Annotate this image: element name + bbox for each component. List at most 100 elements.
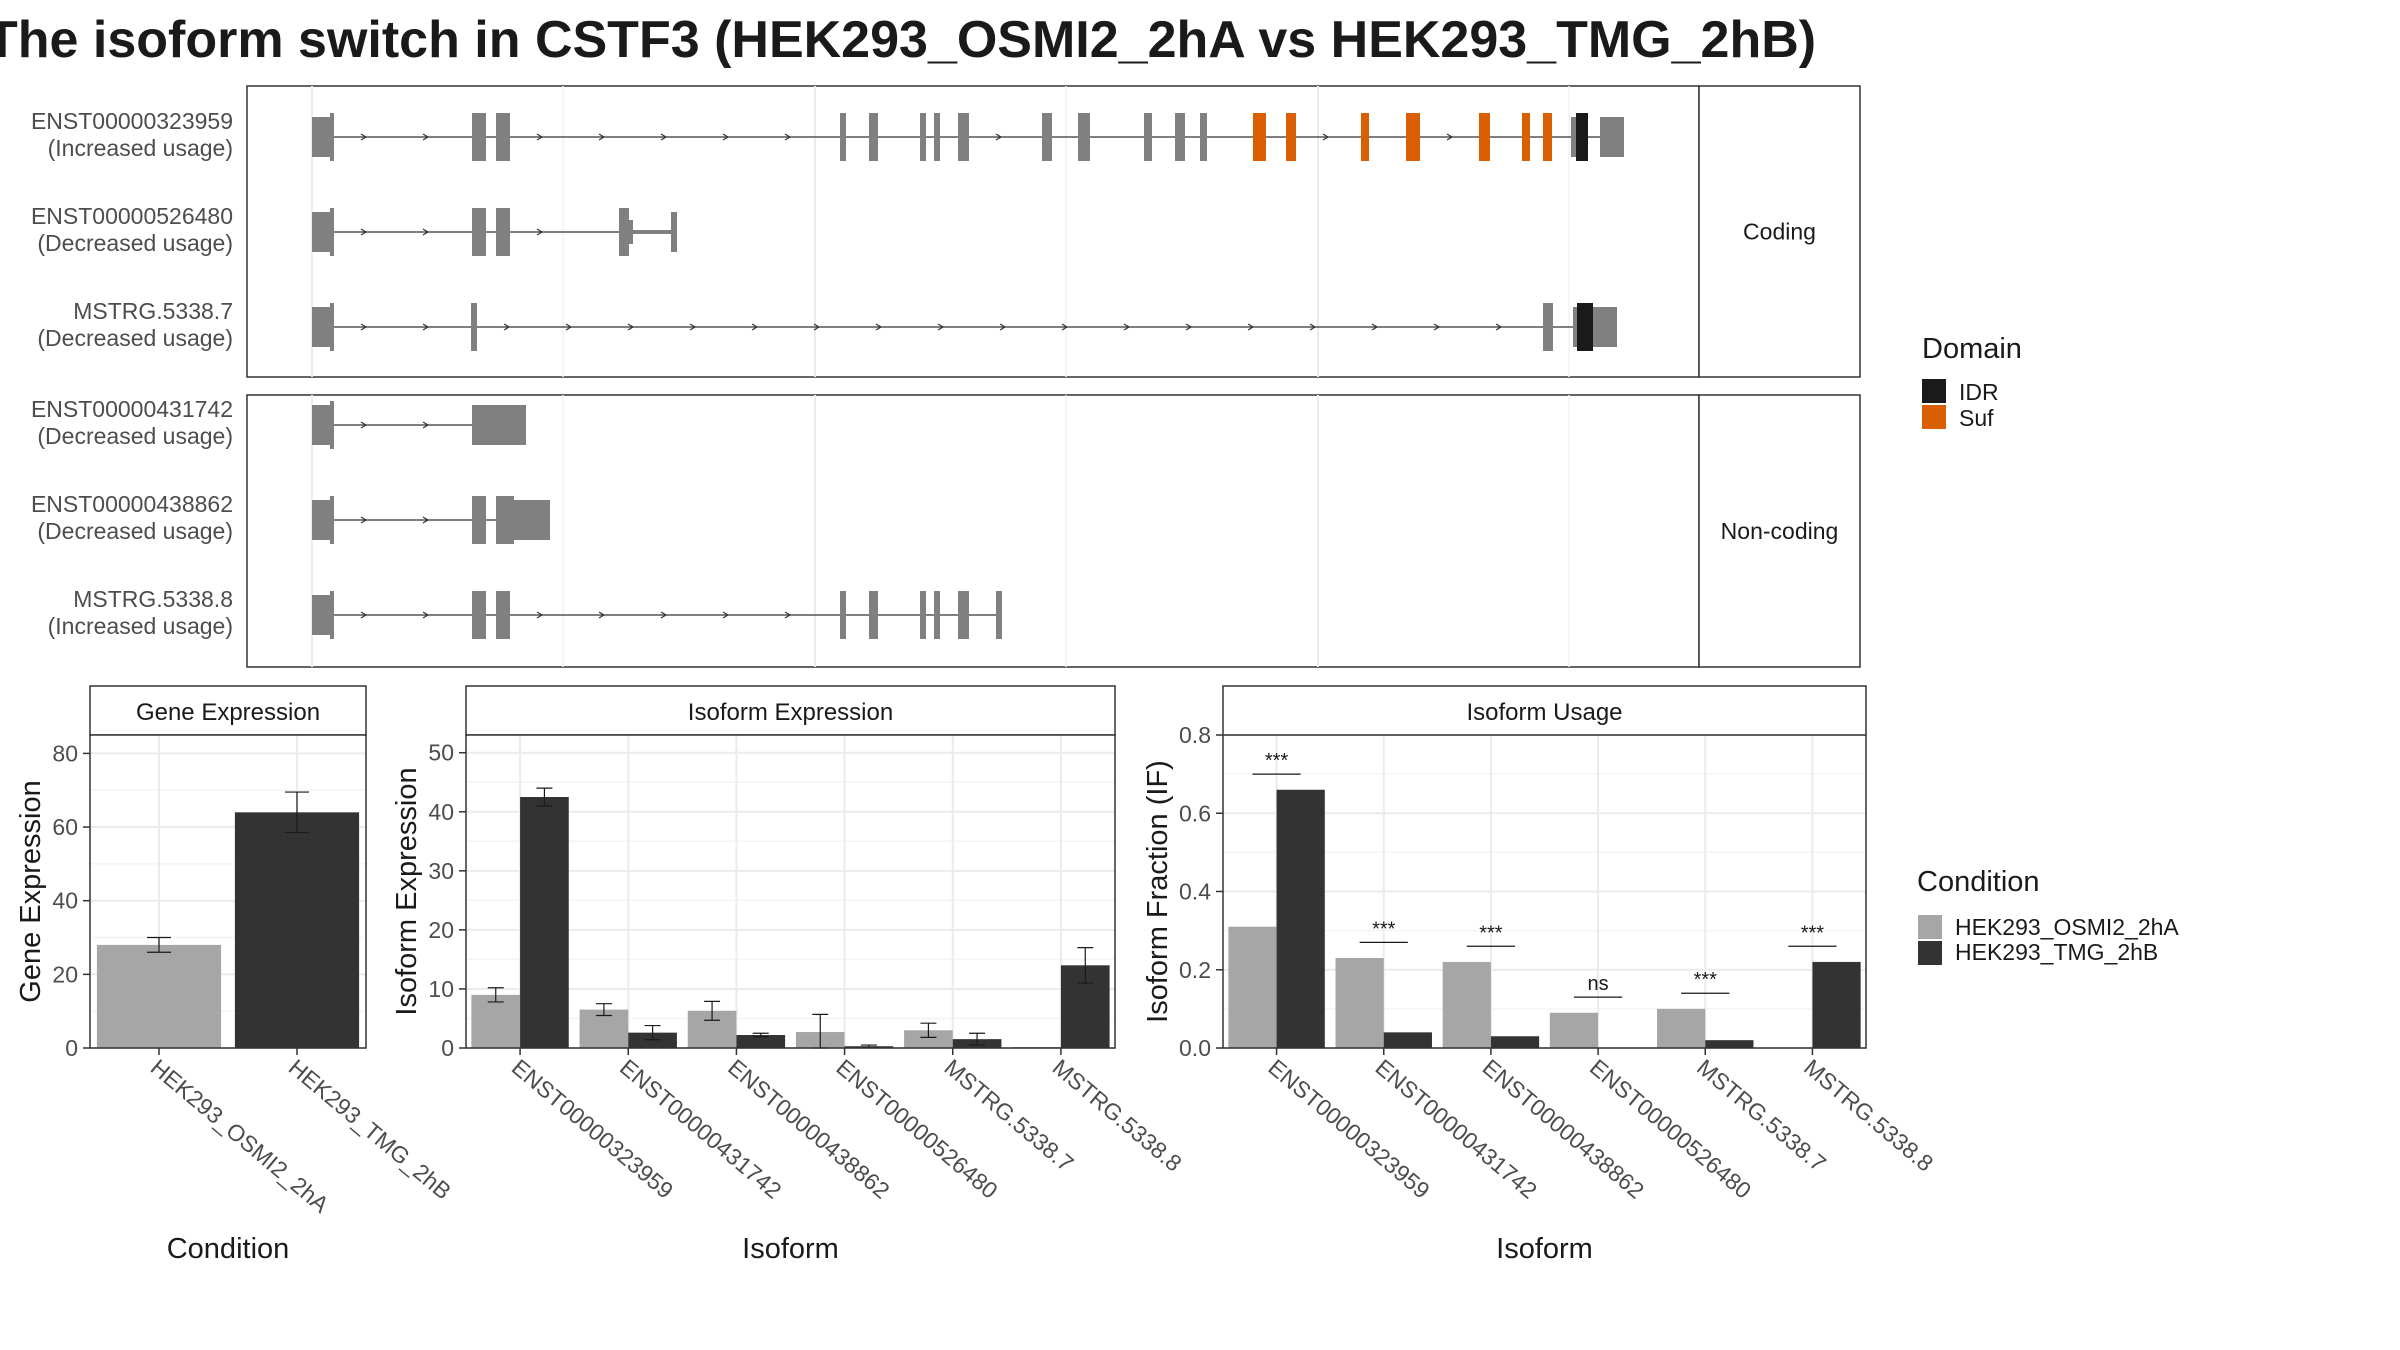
x-axis-title: Condition (167, 1233, 290, 1265)
facet-strip (1222, 685, 1867, 736)
legend-key-tmg (1918, 941, 1942, 965)
exon (312, 117, 330, 157)
exon (312, 405, 330, 445)
isoform-usage-label: (Increased usage) (48, 613, 233, 639)
strand-arrow (1322, 133, 1330, 141)
exon (934, 591, 940, 639)
isoform-track: ENST00000526480(Decreased usage) (31, 203, 677, 256)
y-axis-title: Isoform Expression (391, 767, 423, 1015)
exon (514, 500, 550, 540)
exon (1600, 117, 1624, 157)
exon (996, 591, 1002, 639)
strand-arrow (627, 323, 635, 331)
exon (496, 496, 514, 544)
error-bar (147, 936, 171, 953)
bar (1490, 1036, 1540, 1048)
strand-arrow (1433, 323, 1441, 331)
strand-arrow (536, 133, 544, 141)
bar (471, 994, 521, 1048)
exon (312, 595, 330, 635)
bar (96, 944, 222, 1048)
y-tick-label: 50 (428, 740, 454, 766)
exon (330, 208, 334, 256)
strand-arrow (1185, 323, 1193, 331)
legend-key-idr (1922, 379, 1946, 403)
exon (840, 591, 846, 639)
exon (330, 113, 334, 161)
strand-arrow (875, 323, 883, 331)
exon (312, 500, 330, 540)
isoform-usage-label: (Decreased usage) (37, 423, 233, 449)
bar (1657, 1008, 1706, 1048)
significance-label: *** (1265, 750, 1289, 772)
bar (1812, 961, 1861, 1048)
y-tick-label: 30 (428, 858, 454, 884)
expression-bar-charts: Gene Expression020406080HEK293_OSMI2_2hA… (15, 685, 1938, 1265)
exon (840, 113, 846, 161)
exon (869, 591, 878, 639)
legend-label-suf: Suf (1959, 405, 1994, 431)
strand-arrow (360, 611, 368, 619)
legend-label-idr: IDR (1959, 379, 1999, 405)
error-bar (644, 1024, 661, 1041)
y-axis-title: Isoform Fraction (IF) (1142, 760, 1174, 1023)
exon (958, 591, 969, 639)
exon (671, 212, 677, 252)
exon (1543, 303, 1553, 351)
strand-arrow (360, 323, 368, 331)
bar (1549, 1012, 1599, 1048)
y-tick-label: 0.0 (1179, 1035, 1211, 1061)
exon (920, 591, 926, 639)
exon (619, 208, 629, 256)
error-bar (969, 1032, 986, 1046)
exon (920, 113, 926, 161)
exon (471, 303, 477, 351)
significance-label: *** (1801, 922, 1825, 944)
facet-strip (465, 685, 1116, 736)
condition-legend: Condition HEK293_OSMI2_2hA HEK293_TMG_2h… (1917, 866, 2179, 965)
suf-domain (1543, 113, 1552, 161)
error-bar (536, 787, 553, 807)
plot-area (466, 735, 1115, 1048)
error-bar (1077, 947, 1094, 984)
suf-domain (1479, 113, 1490, 161)
plot-border (1222, 734, 1867, 1049)
y-tick-label: 20 (52, 961, 78, 987)
exon (496, 113, 510, 161)
y-tick-label: 0 (441, 1035, 454, 1061)
suf-domain (1406, 113, 1420, 161)
chart-title: Gene Expression (136, 699, 320, 726)
exon (330, 591, 334, 639)
exon (1078, 113, 1090, 161)
isoform-track: MSTRG.5338.7(Decreased usage) (37, 298, 1617, 351)
strand-arrow (999, 323, 1007, 331)
suf-domain (1253, 113, 1266, 161)
y-tick-label: 40 (52, 888, 78, 914)
y-axis-title: Gene Expression (15, 780, 47, 1002)
isoform-track: ENST00000323959(Increased usage) (31, 108, 1624, 161)
isoform-id-label: ENST00000431742 (31, 396, 233, 422)
bar (234, 812, 360, 1048)
facet-label: Coding (1743, 219, 1816, 245)
strand-arrow (536, 228, 544, 236)
suf-domain (1361, 113, 1369, 161)
exon (312, 307, 330, 347)
isoform-id-label: ENST00000323959 (31, 108, 233, 134)
exon (330, 401, 334, 449)
error-bar (285, 791, 309, 834)
bar-chart-isoform-expression: Isoform Expression01020304050ENST0000032… (391, 685, 1187, 1265)
y-tick-label: 0.6 (1179, 800, 1211, 826)
significance-label: *** (1479, 922, 1503, 944)
isoform-track: ENST00000431742(Decreased usage) (31, 396, 526, 449)
isoform-id-label: MSTRG.5338.8 (73, 586, 233, 612)
strand-arrow (1446, 133, 1454, 141)
exon (472, 113, 486, 161)
suf-domain (1286, 113, 1296, 161)
y-tick-label: 0 (65, 1035, 78, 1061)
strand-arrow (784, 133, 792, 141)
error-bar (704, 1000, 721, 1021)
